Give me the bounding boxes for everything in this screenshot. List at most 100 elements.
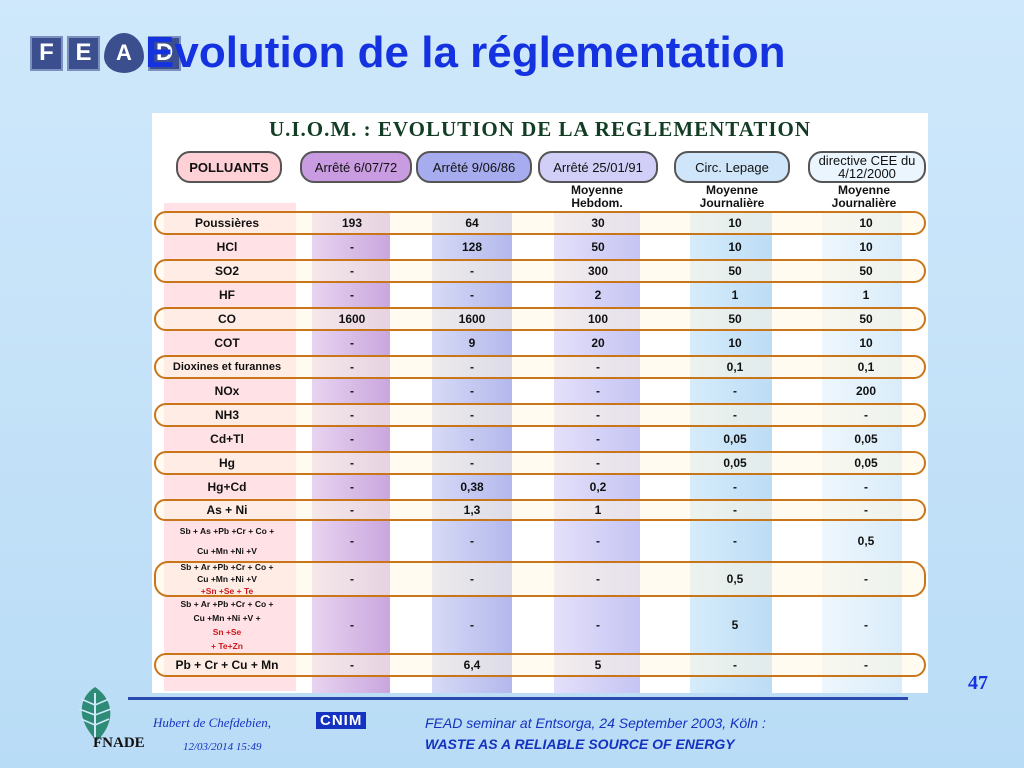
theme-text: WASTE AS A RELIABLE SOURCE OF ENERGY: [425, 736, 735, 752]
cell-c1: -: [350, 408, 354, 422]
row-label-text: COT: [214, 336, 240, 350]
row-label: Pb + Cr + Cu + Mn: [152, 653, 302, 677]
row-label-text: NOx: [214, 384, 240, 398]
row-label-line: + Te+Zn: [211, 641, 243, 651]
cell-c1: 1600: [338, 312, 366, 326]
cell-c5: -: [864, 572, 868, 586]
cell-c3: -: [596, 432, 600, 446]
row-label: Sb + Ar +Pb +Cr + Co + Cu +Mn +Ni +V + Sn …: [152, 597, 302, 653]
fnade-logo: FNADE: [65, 685, 145, 760]
subheader-col5: Moyenne Journalière: [831, 183, 897, 210]
table-title: U.I.O.M. : EVOLUTION DE LA REGLEMENTATIO…: [268, 117, 812, 141]
regulation-table: U.I.O.M. : EVOLUTION DE LA REGLEMENTATIO…: [152, 113, 928, 693]
row-label-line: Cu +Mn +Ni +V +: [193, 613, 261, 623]
cell-c1: -: [350, 534, 354, 548]
date-text: 12/03/2014 15:49: [183, 741, 262, 753]
cell-c4: 0,5: [726, 572, 744, 586]
label-column-fill: [164, 203, 296, 691]
cell-c2: 0,38: [460, 480, 484, 494]
logo-letter-f: F: [30, 35, 63, 71]
cell-c5: -: [864, 480, 868, 494]
cell-c4: 50: [728, 264, 742, 278]
cell-c2: 9: [468, 336, 476, 350]
row-label: NH3: [152, 403, 302, 427]
row-highlight: [154, 561, 926, 597]
cell-c2: -: [470, 432, 474, 446]
cell-c2: 1600: [458, 312, 486, 326]
header-directive-cee: directive CEE du 4/12/2000: [808, 151, 926, 183]
row-label: Cd+Tl: [152, 427, 302, 451]
cell-c5: -: [864, 503, 868, 517]
cell-c4: -: [733, 384, 737, 398]
row-highlight: [154, 653, 926, 677]
row-highlight: [154, 307, 926, 331]
cell-c2: 128: [461, 240, 483, 254]
header-arrete-1991: Arrêté 25/01/91: [538, 151, 658, 183]
row-highlight: [154, 211, 926, 235]
cell-c3: -: [596, 360, 600, 374]
cell-c3: 0,2: [589, 480, 607, 494]
cell-c4: 10: [728, 216, 742, 230]
fnade-label: FNADE: [93, 735, 145, 751]
row-label-text: SO2: [214, 264, 239, 278]
row-label: CO: [152, 307, 302, 331]
cell-c1: -: [350, 336, 354, 350]
cell-c3: 50: [591, 240, 605, 254]
row-label: HF: [152, 283, 302, 307]
cell-c5: -: [864, 408, 868, 422]
cell-c3: -: [596, 408, 600, 422]
row-label: Sb + Ar +Pb +Cr + Co +Cu +Mn +Ni +V +Sn …: [152, 561, 302, 597]
footer-divider: [128, 697, 908, 700]
cell-c2: 6,4: [463, 658, 481, 672]
cell-c1: -: [350, 288, 354, 302]
row-label-text: NH3: [214, 408, 239, 422]
cell-c3: -: [596, 534, 600, 548]
cell-c4: -: [733, 658, 737, 672]
cell-c4: 0,1: [726, 360, 744, 374]
cnim-logo: CNIM: [316, 712, 367, 729]
cell-c5: 10: [859, 240, 873, 254]
cell-c3: -: [596, 384, 600, 398]
page-number: 47: [968, 672, 988, 694]
subheader-col3: Moyenne Hebdom.: [570, 183, 623, 210]
cell-c3: 20: [591, 336, 605, 350]
cell-c3: 5: [594, 658, 602, 672]
cell-c1: -: [350, 480, 354, 494]
cell-c4: 10: [728, 336, 742, 350]
header-polluants: POLLUANTS: [176, 151, 282, 183]
row-label-line: Sb + As +Pb +Cr + Co +: [179, 526, 275, 536]
cell-c3: 300: [587, 264, 609, 278]
leaf-icon: [78, 687, 112, 749]
cell-c5: -: [864, 658, 868, 672]
cell-c3: -: [596, 572, 600, 586]
row-label: Sb + As +Pb +Cr + Co + Cu +Mn +Ni +V: [152, 521, 302, 561]
cell-c5: 0,1: [857, 360, 875, 374]
row-highlight: [154, 499, 926, 521]
cell-c2: -: [470, 572, 474, 586]
cell-c4: 1: [731, 288, 739, 302]
cell-c5: -: [864, 618, 868, 632]
cell-c2: -: [470, 456, 474, 470]
cell-c1: -: [350, 456, 354, 470]
cell-c2: -: [470, 618, 474, 632]
cell-c2: -: [470, 360, 474, 374]
cell-c1: -: [350, 384, 354, 398]
row-label-line: Cu +Mn +Ni +V: [197, 546, 257, 556]
row-label-text: As + Ni: [206, 503, 248, 517]
logo-letter-e: E: [67, 35, 100, 71]
cell-c1: -: [350, 658, 354, 672]
cell-c4: 5: [731, 618, 739, 632]
cell-c4: 10: [728, 240, 742, 254]
logo-letter-d: D: [148, 35, 181, 71]
cell-c5: 1: [862, 288, 870, 302]
cell-c1: -: [350, 360, 354, 374]
cell-c2: 64: [465, 216, 479, 230]
cell-c1: -: [350, 240, 354, 254]
cell-c4: -: [733, 480, 737, 494]
author-text: Hubert de Chefdebien,: [153, 715, 272, 730]
row-label-line: Sn +Se: [212, 627, 242, 637]
cell-c3: -: [596, 618, 600, 632]
row-label-line: +Sn +Se + Te: [200, 586, 254, 596]
cell-c2: -: [470, 408, 474, 422]
row-label-line: Sb + Ar +Pb +Cr + Co +: [180, 599, 274, 609]
